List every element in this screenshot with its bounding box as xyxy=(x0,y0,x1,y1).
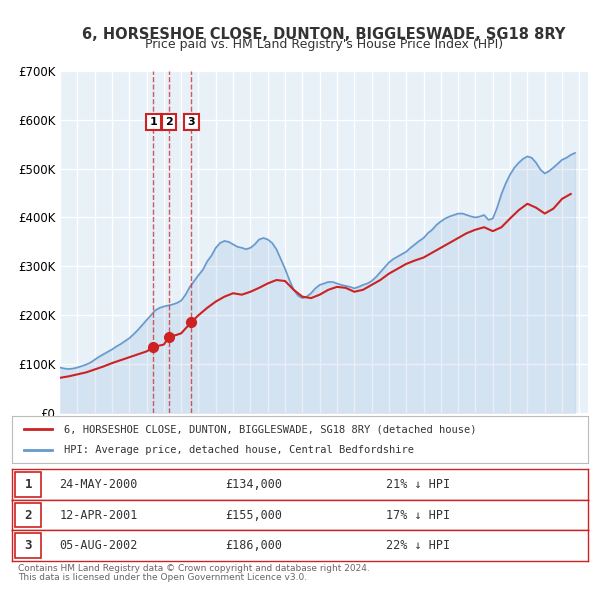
Text: 24-MAY-2000: 24-MAY-2000 xyxy=(59,478,137,491)
Text: Price paid vs. HM Land Registry's House Price Index (HPI): Price paid vs. HM Land Registry's House … xyxy=(145,38,503,51)
Text: £155,000: £155,000 xyxy=(226,509,283,522)
Text: 3: 3 xyxy=(25,539,32,552)
Text: 2: 2 xyxy=(165,117,173,127)
Text: 12-APR-2001: 12-APR-2001 xyxy=(59,509,137,522)
FancyBboxPatch shape xyxy=(15,533,41,558)
Text: 1: 1 xyxy=(25,478,32,491)
Text: 21% ↓ HPI: 21% ↓ HPI xyxy=(386,478,451,491)
Text: 2: 2 xyxy=(25,509,32,522)
Text: 1: 1 xyxy=(149,117,157,127)
FancyBboxPatch shape xyxy=(15,472,41,497)
Text: This data is licensed under the Open Government Licence v3.0.: This data is licensed under the Open Gov… xyxy=(18,573,307,582)
FancyBboxPatch shape xyxy=(15,503,41,527)
Text: 3: 3 xyxy=(188,117,195,127)
Text: 6, HORSESHOE CLOSE, DUNTON, BIGGLESWADE, SG18 8RY (detached house): 6, HORSESHOE CLOSE, DUNTON, BIGGLESWADE,… xyxy=(64,424,476,434)
Text: HPI: Average price, detached house, Central Bedfordshire: HPI: Average price, detached house, Cent… xyxy=(64,445,414,455)
Text: 05-AUG-2002: 05-AUG-2002 xyxy=(59,539,137,552)
Text: £134,000: £134,000 xyxy=(226,478,283,491)
Text: 17% ↓ HPI: 17% ↓ HPI xyxy=(386,509,451,522)
Text: Contains HM Land Registry data © Crown copyright and database right 2024.: Contains HM Land Registry data © Crown c… xyxy=(18,565,370,573)
Text: 22% ↓ HPI: 22% ↓ HPI xyxy=(386,539,451,552)
Text: 6, HORSESHOE CLOSE, DUNTON, BIGGLESWADE, SG18 8RY: 6, HORSESHOE CLOSE, DUNTON, BIGGLESWADE,… xyxy=(82,27,566,41)
Text: £186,000: £186,000 xyxy=(226,539,283,552)
